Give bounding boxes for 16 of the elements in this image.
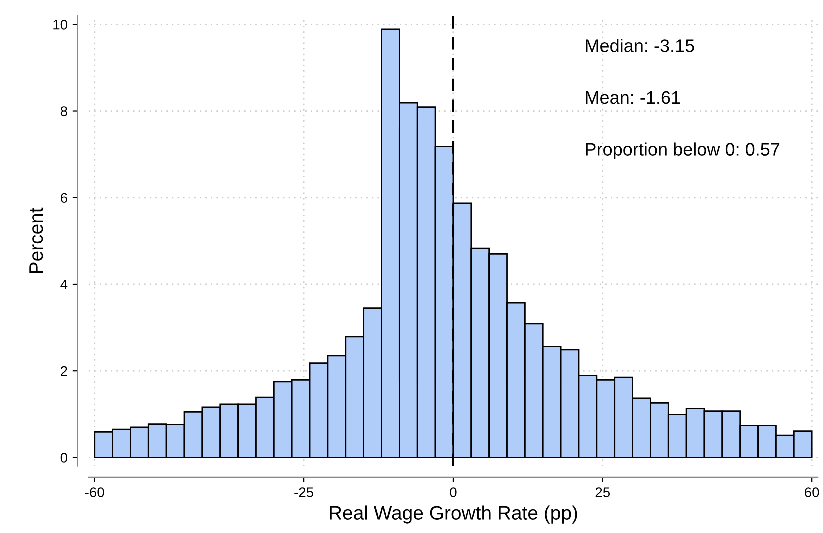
x-axis-title: Real Wage Growth Rate (pp) (330, 506, 578, 524)
y-tick-label: 4 (60, 280, 68, 290)
y-tick-label: 2 (61, 366, 68, 376)
y-tick-label: 6 (61, 193, 68, 204)
annotation: Median: -3.15 (586, 39, 694, 52)
y-tick-label: 8 (60, 106, 68, 116)
x-tick-label: 60 (805, 488, 820, 498)
y-axis-title: Percent (30, 208, 44, 274)
annotation: Proportion below 0: 0.57 (586, 142, 780, 160)
y-tick-label: 0 (60, 453, 68, 463)
x-tick-label: -25 (294, 488, 314, 498)
x-tick-label: 25 (596, 488, 610, 498)
annotation: Mean: -1.61 (586, 91, 680, 104)
y-tick-label: 10 (54, 20, 68, 30)
x-tick-label: 0 (450, 488, 457, 498)
x-tick-label: -60 (85, 488, 104, 498)
